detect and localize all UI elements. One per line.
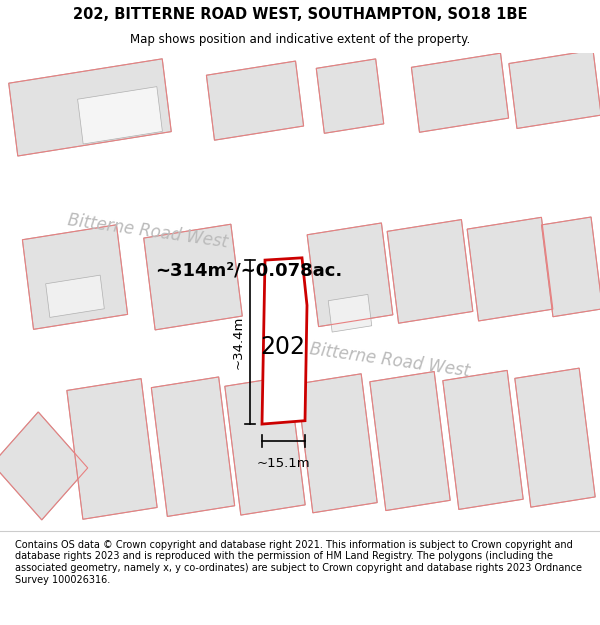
Text: 202, BITTERNE ROAD WEST, SOUTHAMPTON, SO18 1BE: 202, BITTERNE ROAD WEST, SOUTHAMPTON, SO… [73,8,527,22]
Text: ~34.4m: ~34.4m [232,316,245,369]
Polygon shape [297,374,377,513]
Polygon shape [9,59,171,156]
Polygon shape [0,412,88,520]
Polygon shape [67,379,157,519]
Polygon shape [151,377,235,516]
Polygon shape [46,275,104,318]
Polygon shape [0,248,600,436]
Polygon shape [77,87,163,144]
Polygon shape [144,224,242,330]
Polygon shape [515,368,595,507]
Polygon shape [509,50,600,129]
Polygon shape [387,219,473,323]
Polygon shape [262,258,307,424]
Text: Bitterne Road West: Bitterne Road West [67,212,229,252]
Polygon shape [412,53,509,132]
Polygon shape [467,217,553,321]
Text: ~314m²/~0.078ac.: ~314m²/~0.078ac. [155,261,342,279]
Polygon shape [542,217,600,317]
Text: Map shows position and indicative extent of the property.: Map shows position and indicative extent… [130,33,470,46]
Polygon shape [443,371,523,509]
Polygon shape [316,59,384,133]
Polygon shape [328,294,372,332]
Text: Bitterne Road West: Bitterne Road West [309,341,472,381]
Text: Contains OS data © Crown copyright and database right 2021. This information is : Contains OS data © Crown copyright and d… [15,540,582,584]
Polygon shape [225,376,305,515]
Polygon shape [22,225,128,329]
Text: ~15.1m: ~15.1m [257,457,310,470]
Polygon shape [370,371,450,511]
Text: 202: 202 [260,335,305,359]
Polygon shape [307,223,393,327]
Polygon shape [206,61,304,140]
Polygon shape [0,116,600,307]
